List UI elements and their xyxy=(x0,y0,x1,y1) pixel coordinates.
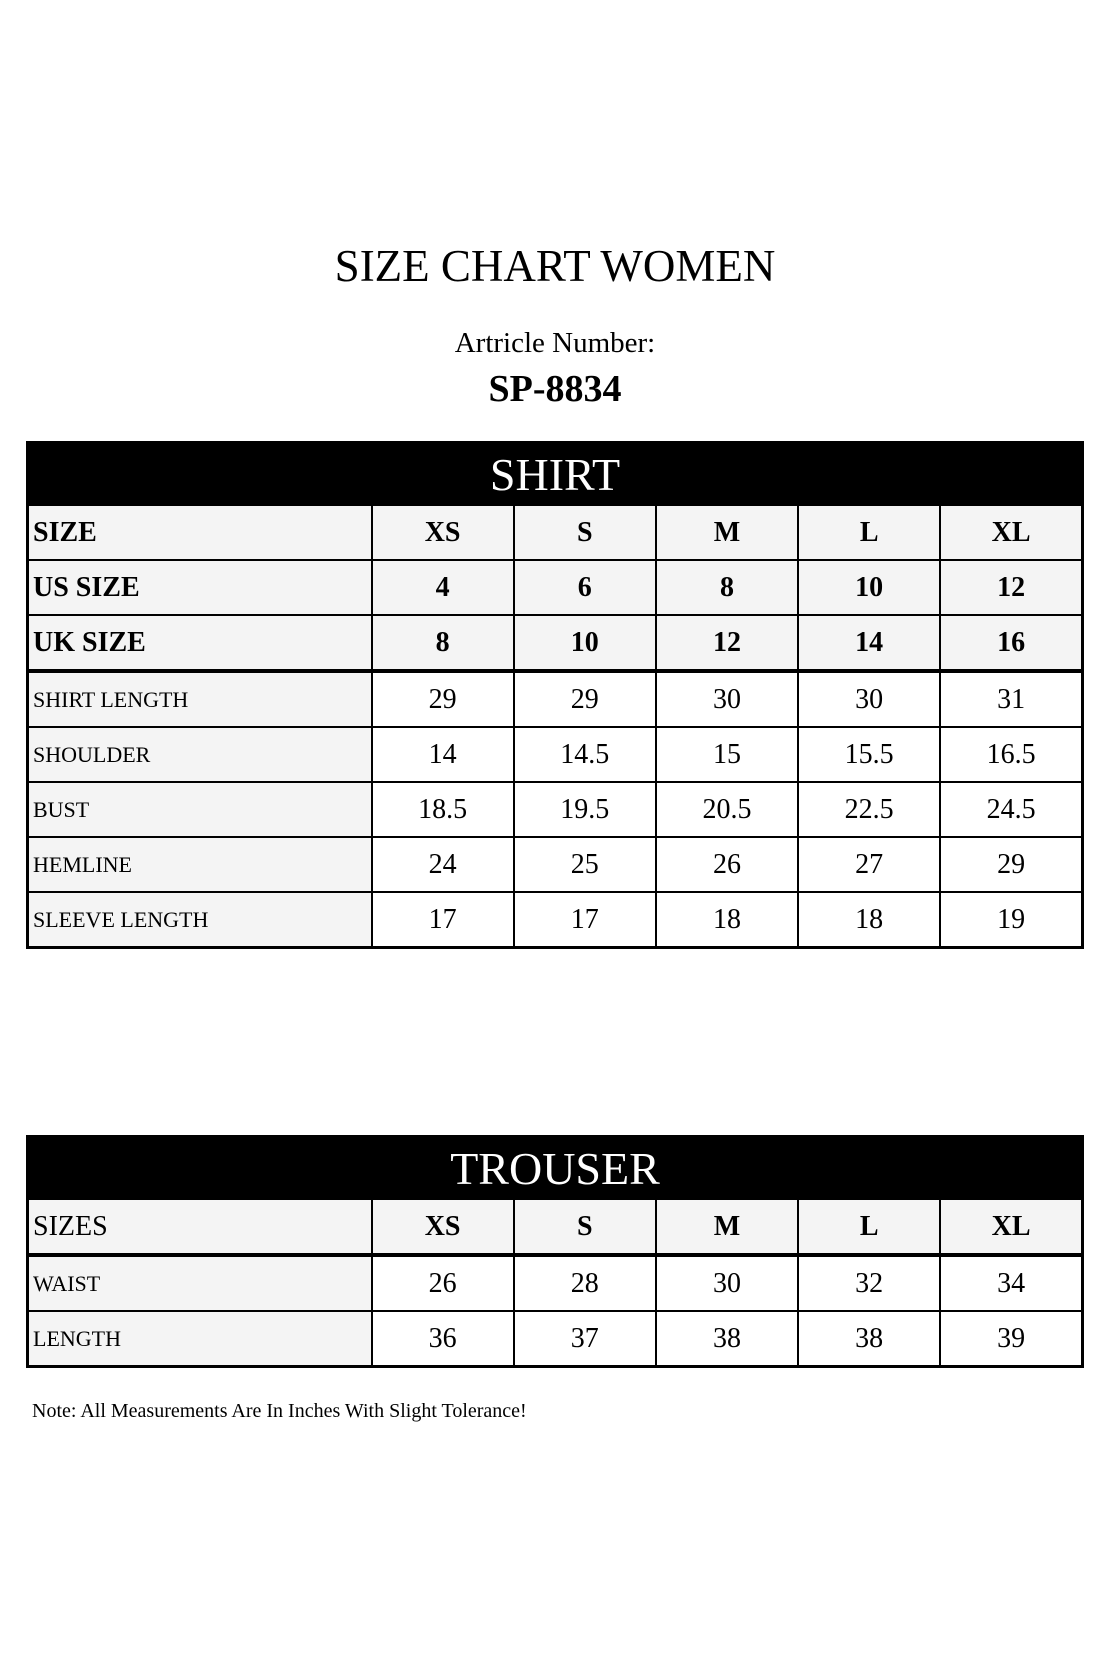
table-row: HEMLINE 24 25 26 27 29 xyxy=(26,836,1084,893)
cell-value: M xyxy=(654,504,800,561)
cell-value: 8 xyxy=(654,559,800,616)
cell-value: 29 xyxy=(939,836,1084,893)
cell-value: 26 xyxy=(370,1253,515,1312)
cell-value: M xyxy=(654,1198,800,1256)
trouser-heading: TROUSER xyxy=(27,1136,1083,1199)
cell-value: 4 xyxy=(370,559,515,616)
measurement-note: Note: All Measurements Are In Inches Wit… xyxy=(32,1400,527,1422)
cell-value: 38 xyxy=(797,1310,942,1368)
cell-value: 26 xyxy=(654,836,800,893)
cell-value: 18 xyxy=(797,891,942,949)
table-row: WAIST 26 28 30 32 34 xyxy=(26,1253,1084,1312)
cell-value: 10 xyxy=(797,559,942,616)
cell-value: 18 xyxy=(654,891,800,949)
cell-value: 27 xyxy=(797,836,942,893)
cell-value: L xyxy=(797,504,942,561)
cell-value: 10 xyxy=(512,614,657,672)
row-label: US SIZE xyxy=(26,559,373,616)
cell-value: 17 xyxy=(512,891,657,949)
cell-value: XS xyxy=(370,1198,515,1256)
cell-value: XL xyxy=(939,504,1084,561)
cell-value: 39 xyxy=(939,1310,1084,1368)
trouser-size-table: TROUSER SIZES XS S M L XL WAIST 26 28 30 32 34 LENGT… xyxy=(26,1135,1084,1368)
page-title: SIZE CHART WOMEN xyxy=(334,241,776,291)
cell-value: 32 xyxy=(797,1253,942,1312)
cell-value: 22.5 xyxy=(797,781,942,838)
cell-value: 24 xyxy=(370,836,515,893)
table-row: SHIRT LENGTH 29 29 30 30 31 xyxy=(26,669,1084,728)
cell-value: 25 xyxy=(512,836,657,893)
cell-value: 14 xyxy=(797,614,942,672)
cell-value: L xyxy=(797,1198,942,1256)
row-label: SHIRT LENGTH xyxy=(26,669,373,728)
cell-value: 31 xyxy=(939,669,1084,728)
cell-value: 12 xyxy=(654,614,800,672)
cell-value: 28 xyxy=(512,1253,657,1312)
cell-value: 18.5 xyxy=(370,781,515,838)
shirt-size-table: SHIRT SIZE XS S M L XL US SIZE 4 6 8 10 12 UK SIZE 8 1… xyxy=(26,441,1084,949)
cell-value: 17 xyxy=(370,891,515,949)
cell-value: XS xyxy=(370,504,515,561)
cell-value: 34 xyxy=(939,1253,1084,1312)
cell-value: XL xyxy=(939,1198,1084,1256)
shirt-header-row: UK SIZE 8 10 12 14 16 xyxy=(26,614,1084,672)
cell-value: 16 xyxy=(939,614,1084,672)
trouser-header-row: SIZES XS S M L XL xyxy=(26,1198,1084,1256)
cell-value: 30 xyxy=(654,669,800,728)
cell-value: 30 xyxy=(654,1253,800,1312)
row-label: SLEEVE LENGTH xyxy=(26,891,373,949)
cell-value: 8 xyxy=(370,614,515,672)
row-label: UK SIZE xyxy=(26,614,373,672)
row-label: WAIST xyxy=(26,1253,373,1312)
cell-value: S xyxy=(512,504,657,561)
cell-value: 15 xyxy=(654,726,800,783)
table-row: LENGTH 36 37 38 38 39 xyxy=(26,1310,1084,1368)
cell-value: 36 xyxy=(370,1310,515,1368)
cell-value: 19 xyxy=(939,891,1084,949)
row-label: SHOULDER xyxy=(26,726,373,783)
article-number-label: Artricle Number: xyxy=(454,327,656,359)
shirt-heading: SHIRT xyxy=(27,442,1083,505)
cell-value: 12 xyxy=(939,559,1084,616)
table-row: BUST 18.5 19.5 20.5 22.5 24.5 xyxy=(26,781,1084,838)
shirt-header-row: SIZE XS S M L XL xyxy=(26,504,1084,561)
table-row: SHOULDER 14 14.5 15 15.5 16.5 xyxy=(26,726,1084,783)
shirt-header-row: US SIZE 4 6 8 10 12 xyxy=(26,559,1084,616)
cell-value: 24.5 xyxy=(939,781,1084,838)
row-label: HEMLINE xyxy=(26,836,373,893)
row-label: SIZE xyxy=(26,504,373,561)
row-label: SIZES xyxy=(26,1198,373,1256)
cell-value: 6 xyxy=(512,559,657,616)
cell-value: 30 xyxy=(797,669,942,728)
cell-value: 29 xyxy=(512,669,657,728)
cell-value: 38 xyxy=(654,1310,800,1368)
table-row: SLEEVE LENGTH 17 17 18 18 19 xyxy=(26,891,1084,949)
cell-value: S xyxy=(512,1198,657,1256)
cell-value: 29 xyxy=(370,669,515,728)
cell-value: 37 xyxy=(512,1310,657,1368)
cell-value: 14.5 xyxy=(512,726,657,783)
cell-value: 15.5 xyxy=(797,726,942,783)
row-label: LENGTH xyxy=(26,1310,373,1368)
cell-value: 14 xyxy=(370,726,515,783)
row-label: BUST xyxy=(26,781,373,838)
cell-value: 19.5 xyxy=(512,781,657,838)
cell-value: 16.5 xyxy=(939,726,1084,783)
cell-value: 20.5 xyxy=(654,781,800,838)
article-number: SP-8834 xyxy=(488,368,622,410)
